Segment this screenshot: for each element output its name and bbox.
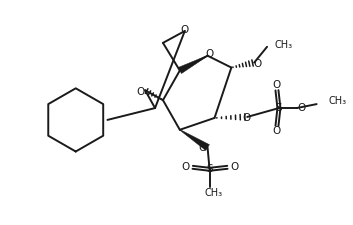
Text: O: O	[273, 80, 281, 90]
Text: O: O	[242, 113, 250, 123]
Text: S: S	[206, 164, 213, 174]
Text: O: O	[181, 25, 189, 35]
Polygon shape	[178, 55, 208, 74]
Text: CH₃: CH₃	[204, 188, 223, 198]
Text: O: O	[198, 143, 207, 153]
Text: O: O	[273, 126, 281, 136]
Text: O: O	[230, 162, 239, 172]
Text: S: S	[276, 103, 282, 113]
Text: CH₃: CH₃	[329, 96, 347, 106]
Text: CH₃: CH₃	[275, 40, 293, 50]
Text: O: O	[298, 103, 306, 113]
Text: O: O	[136, 87, 144, 97]
Text: O: O	[182, 162, 190, 172]
Text: O: O	[253, 58, 261, 69]
Polygon shape	[180, 130, 209, 151]
Text: O: O	[205, 49, 214, 59]
